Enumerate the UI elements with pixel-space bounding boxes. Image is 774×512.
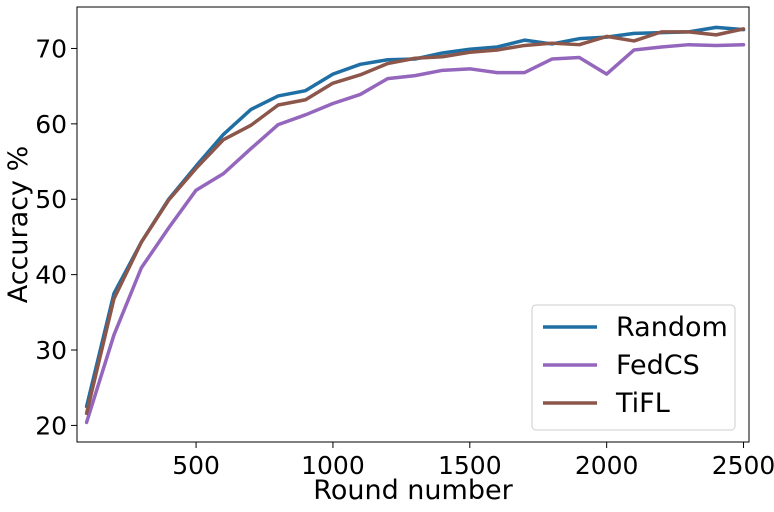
x-tick-label: 2000 <box>575 451 639 480</box>
legend-label-fedcs: FedCS <box>616 350 700 381</box>
y-axis-label: Accuracy % <box>3 146 34 304</box>
y-tick-label: 60 <box>35 110 67 139</box>
x-axis-label: Round number <box>313 475 513 506</box>
series-line-tifl <box>84 27 746 416</box>
tick-labels: 500 1000 1500 2000 2500 20 30 40 50 60 70 <box>35 34 774 480</box>
x-tick-label: 500 <box>172 451 220 480</box>
x-tick-label: 1000 <box>301 451 365 480</box>
series-lines <box>84 25 746 425</box>
y-tick-label: 20 <box>35 411 67 440</box>
series-line-fedcs <box>84 42 746 425</box>
y-tick-label: 30 <box>35 336 67 365</box>
x-tick-label: 2500 <box>712 451 774 480</box>
x-tick-label: 1500 <box>438 451 502 480</box>
legend-label-random: Random <box>616 312 728 343</box>
plot-area-frame <box>76 6 750 443</box>
y-tick-label: 40 <box>35 261 67 290</box>
y-tick-label: 50 <box>35 185 67 214</box>
legend-box <box>531 304 736 431</box>
legend: Random FedCS TiFL <box>531 304 736 431</box>
y-tick-label: 70 <box>35 34 67 63</box>
axis-ticks <box>71 47 745 448</box>
legend-label-tifl: TiFL <box>615 388 670 419</box>
